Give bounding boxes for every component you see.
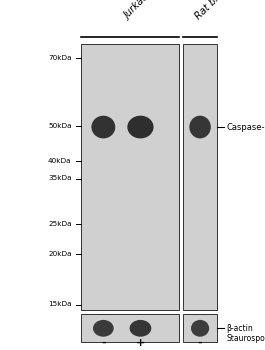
Bar <box>81 314 179 342</box>
Text: 50kDa: 50kDa <box>48 123 72 129</box>
Bar <box>183 44 217 310</box>
Text: Caspase-2: Caspase-2 <box>227 122 265 132</box>
Text: Staurosporine: Staurosporine <box>227 334 265 343</box>
Text: β-actin: β-actin <box>227 324 253 333</box>
Text: Rat brain: Rat brain <box>193 0 232 21</box>
Text: +: + <box>136 338 145 348</box>
Text: 15kDa: 15kDa <box>48 301 72 308</box>
Ellipse shape <box>93 320 114 337</box>
Text: 40kDa: 40kDa <box>48 158 72 164</box>
Text: 70kDa: 70kDa <box>48 55 72 61</box>
Ellipse shape <box>127 116 154 138</box>
Bar <box>81 44 179 310</box>
Ellipse shape <box>191 320 209 337</box>
Bar <box>183 314 217 342</box>
Text: 35kDa: 35kDa <box>48 175 72 182</box>
Text: Jurkat: Jurkat <box>123 0 150 21</box>
Text: -: - <box>198 338 202 348</box>
Text: 20kDa: 20kDa <box>48 251 72 257</box>
Text: 25kDa: 25kDa <box>48 221 72 227</box>
Ellipse shape <box>130 320 151 337</box>
Ellipse shape <box>91 116 115 138</box>
Text: -: - <box>101 338 106 348</box>
Ellipse shape <box>189 116 211 138</box>
